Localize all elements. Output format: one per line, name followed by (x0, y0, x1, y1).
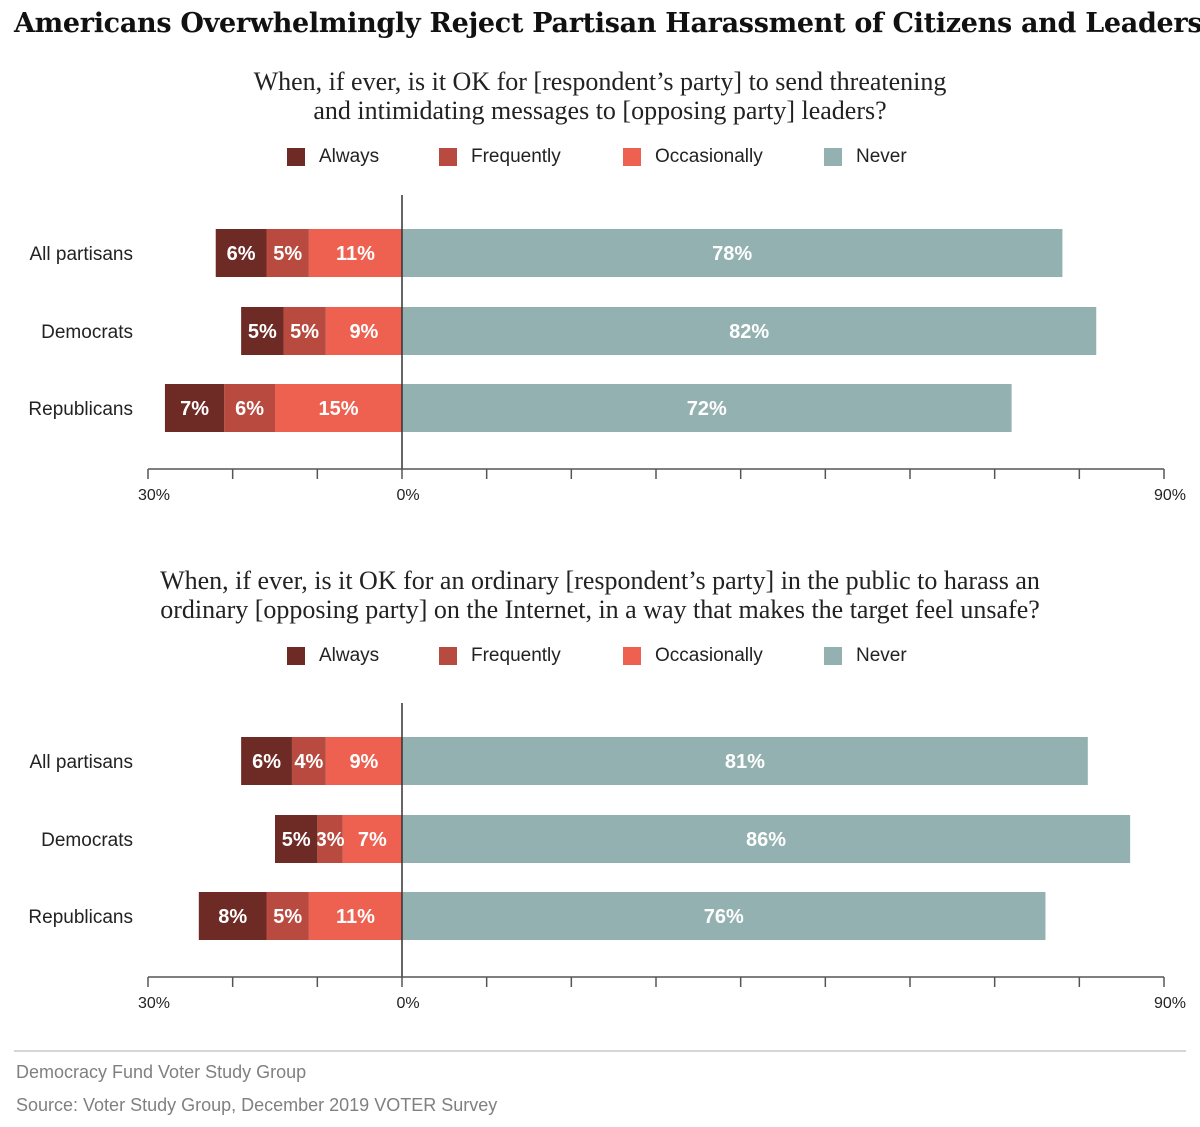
chart-2-question: When, if ever, is it OK for an ordinary … (0, 566, 1200, 624)
bar-label-frequently-democrats: 3% (316, 829, 345, 851)
bar-label-occasionally-all-partisans: 9% (349, 751, 378, 773)
bar-label-always-democrats: 5% (248, 321, 277, 343)
chart-2-plot: All partisans 9%4%6% 81%Democrats 7%3%5% 86%… (28, 703, 1186, 1012)
legend-item-occasionally: Occasionally (623, 146, 763, 168)
bar-never-all-partisans (402, 229, 1063, 277)
bar-label-occasionally-republicans: 15% (318, 398, 358, 420)
bar-frequently-republicans (224, 384, 275, 432)
chart-2-question-line-2: ordinary [opposing party] on the Interne… (160, 595, 1040, 624)
bar-label-always-all-partisans: 6% (252, 751, 281, 773)
bar-label-never-all-partisans: 78% (712, 243, 752, 265)
bar-never-republicans (402, 892, 1046, 940)
legend-item-frequently: Frequently (439, 645, 561, 667)
legend-item-never: Never (824, 146, 907, 168)
bar-occasionally-republicans (308, 892, 402, 940)
legend-item-always: Always (287, 645, 379, 667)
legend-label-frequently: Frequently (471, 146, 561, 167)
chart-2-legend: Always Frequently Occasionally Never (0, 645, 1200, 669)
bar-always-republicans (164, 384, 225, 432)
x-tick-label: 0% (396, 487, 419, 504)
legend-label-always: Always (319, 645, 380, 666)
legend-label-never: Never (856, 146, 907, 167)
bar-frequently-democrats (283, 307, 326, 355)
bar-label-frequently-all-partisans: 5% (273, 243, 302, 265)
chart-1-question-line-2: and intimidating messages to [opposing p… (313, 96, 887, 125)
category-label-all-partisans: All partisans (30, 244, 134, 265)
bar-label-never-all-partisans: 81% (725, 751, 765, 773)
bar-label-frequently-all-partisans: 4% (294, 751, 323, 773)
chart-title: Americans Overwhelmingly Reject Partisan… (14, 8, 1200, 39)
bar-occasionally-all-partisans (308, 229, 402, 277)
bar-occasionally-democrats (325, 307, 402, 355)
bar-label-occasionally-all-partisans: 11% (336, 243, 375, 265)
legend-label-frequently: Frequently (471, 645, 561, 666)
x-tick-label: 90% (1154, 995, 1186, 1012)
bar-label-never-democrats: 82% (729, 321, 769, 343)
bar-label-never-republicans: 72% (687, 398, 727, 420)
legend-item-never: Never (824, 645, 907, 667)
legend-label-never: Never (856, 645, 907, 666)
bar-occasionally-republicans (275, 384, 402, 432)
legend-item-always: Always (287, 146, 379, 168)
bar-label-always-republicans: 7% (180, 398, 209, 420)
legend-label-occasionally: Occasionally (655, 146, 763, 167)
category-label-all-partisans: All partisans (30, 752, 134, 773)
legend-swatch-occasionally (623, 148, 641, 166)
bar-label-always-democrats: 5% (282, 829, 311, 851)
legend-item-occasionally: Occasionally (623, 645, 763, 667)
x-tick-label: 90% (1154, 487, 1186, 504)
bar-label-frequently-republicans: 5% (273, 906, 302, 928)
chart-1-legend: Always Frequently Occasionally Never (0, 146, 1200, 170)
category-label-republicans: Republicans (28, 907, 133, 928)
bar-frequently-all-partisans (266, 229, 309, 277)
bar-label-frequently-republicans: 6% (235, 398, 264, 420)
category-label-republicans: Republicans (28, 399, 133, 420)
chart-1-plot: All partisans 11% 5% 6% 78% Democrats 9% 5% 5% 82… (28, 195, 1186, 504)
chart-1-question: When, if ever, is it OK for [respondent’… (0, 67, 1200, 125)
legend-item-frequently: Frequently (439, 146, 561, 168)
bar-frequently-all-partisans (291, 737, 326, 785)
category-label-democrats: Democrats (41, 322, 133, 343)
chart-2-question-line-1: When, if ever, is it OK for an ordinary … (160, 566, 1040, 595)
bar-label-never-democrats: 86% (746, 829, 786, 851)
chart-1-question-line-1: When, if ever, is it OK for [respondent’… (253, 67, 947, 96)
category-label-democrats: Democrats (41, 830, 133, 851)
bar-never-all-partisans (402, 737, 1088, 785)
legend-swatch-always (287, 148, 305, 166)
footer-source: Source: Voter Study Group, December 2019… (16, 1095, 498, 1115)
bar-never-democrats (402, 815, 1131, 863)
bar-never-democrats (402, 307, 1097, 355)
bar-label-occasionally-democrats: 9% (349, 321, 378, 343)
legend-label-always: Always (319, 146, 380, 167)
legend-swatch-always (287, 647, 305, 665)
legend-swatch-never (824, 647, 842, 665)
legend-swatch-frequently (439, 647, 457, 665)
bar-label-never-republicans: 76% (704, 906, 744, 928)
x-tick-label: 0% (396, 995, 419, 1012)
bar-label-frequently-democrats: 5% (290, 321, 319, 343)
legend-swatch-never (824, 148, 842, 166)
bar-always-democrats (275, 815, 318, 863)
bar-frequently-democrats (317, 815, 343, 863)
bar-label-occasionally-democrats: 7% (358, 829, 387, 851)
bar-always-democrats (241, 307, 284, 355)
footer-org: Democracy Fund Voter Study Group (16, 1062, 307, 1082)
x-tick-label: 30% (138, 995, 170, 1012)
bar-frequently-republicans (266, 892, 309, 940)
bar-always-republicans (198, 892, 267, 940)
x-tick-label: 30% (138, 487, 170, 504)
footer-divider (14, 1050, 1186, 1052)
bar-never-republicans (402, 384, 1012, 432)
legend-label-occasionally: Occasionally (655, 645, 763, 666)
legend-swatch-occasionally (623, 647, 641, 665)
bar-occasionally-democrats (342, 815, 402, 863)
bar-occasionally-all-partisans (325, 737, 402, 785)
bar-label-always-republicans: 8% (218, 906, 247, 928)
bar-always-all-partisans (215, 229, 267, 277)
bar-label-always-all-partisans: 6% (227, 243, 256, 265)
bar-always-all-partisans (241, 737, 292, 785)
bar-label-occasionally-republicans: 11% (336, 906, 375, 928)
legend-swatch-frequently (439, 148, 457, 166)
